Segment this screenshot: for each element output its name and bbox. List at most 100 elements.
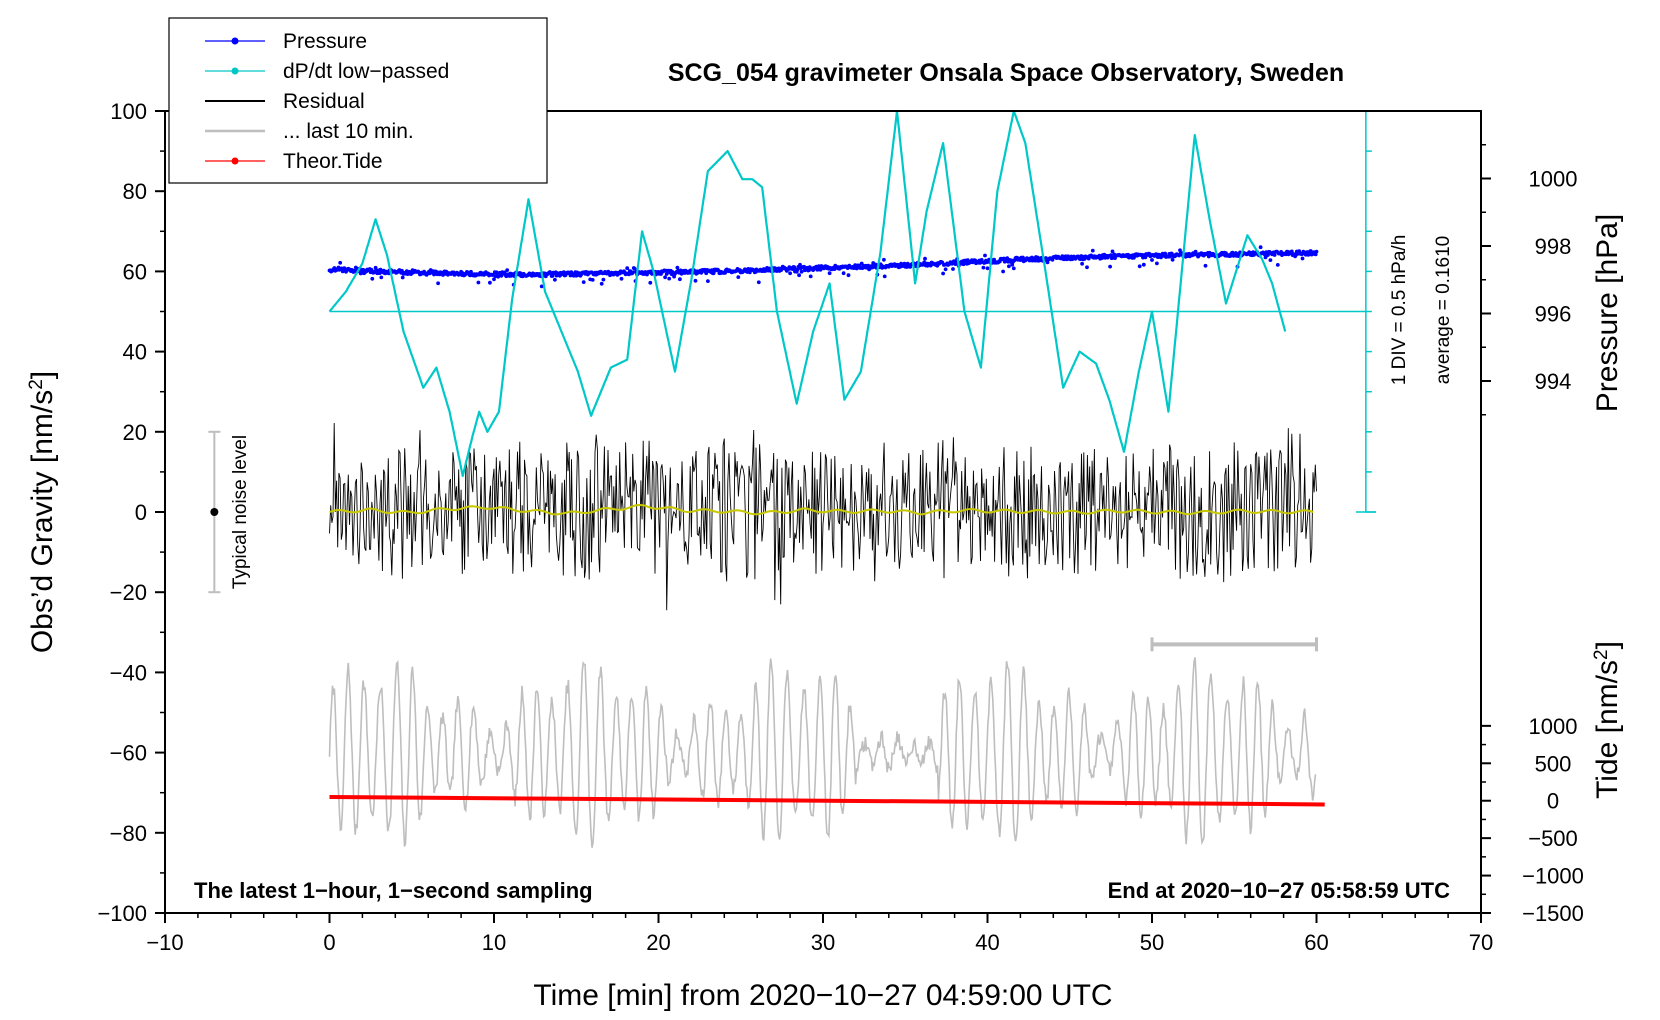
pressure-point bbox=[1150, 258, 1154, 262]
pressure-point bbox=[1109, 253, 1113, 258]
pressure-point bbox=[1275, 263, 1280, 267]
pressure-point bbox=[1314, 249, 1319, 254]
pressure-point bbox=[951, 267, 955, 271]
y-tick-label: −100 bbox=[97, 901, 147, 926]
y-tick-label: 100 bbox=[110, 99, 147, 124]
pressure-point bbox=[1170, 257, 1175, 262]
legend-label-last10: ... last 10 min. bbox=[283, 120, 414, 143]
pressure-point bbox=[675, 265, 680, 270]
pressure-point bbox=[799, 269, 804, 274]
pressure-point bbox=[1141, 262, 1146, 267]
pressure-point bbox=[943, 267, 948, 272]
pressure-point bbox=[631, 270, 635, 275]
x-tick-label: 30 bbox=[811, 930, 835, 955]
x-tick-label: 70 bbox=[1469, 930, 1493, 955]
x-tick-label: −10 bbox=[146, 930, 183, 955]
pressure-point bbox=[488, 280, 492, 285]
noise-level-bar bbox=[208, 430, 221, 594]
tide-tick-label: 500 bbox=[1535, 751, 1572, 776]
pressure-point bbox=[678, 277, 682, 282]
pressure-point bbox=[619, 276, 624, 281]
y-tick-label: 20 bbox=[123, 420, 147, 445]
pressure-point bbox=[1163, 251, 1168, 256]
dpdt-scale-label: 1 DIV = 0.5 hPa/h bbox=[1389, 235, 1410, 386]
legend-entry-pressure: Pressure bbox=[205, 30, 367, 53]
pressure-point bbox=[625, 266, 630, 271]
pressure-tick-label: 1000 bbox=[1529, 167, 1578, 192]
legend-label-dpdt: dP/dt low−passed bbox=[283, 60, 449, 83]
pressure-point bbox=[1007, 264, 1011, 269]
pressure-point bbox=[808, 274, 813, 279]
noise-level-dot bbox=[210, 508, 219, 516]
y-tick-label: 60 bbox=[123, 259, 147, 284]
pressure-point bbox=[492, 277, 496, 282]
pressure-point bbox=[693, 278, 698, 283]
pressure-point bbox=[667, 276, 672, 281]
pressure-point bbox=[704, 271, 709, 276]
pressure-point bbox=[1168, 254, 1172, 259]
pressure-point bbox=[1300, 256, 1305, 261]
pressure-point bbox=[1143, 255, 1148, 260]
footer-right: End at 2020−10−27 05:58:59 UTC bbox=[1108, 878, 1451, 903]
pressure-point bbox=[841, 271, 846, 276]
last10-bracket bbox=[1150, 637, 1318, 652]
legend-entry-last10: ... last 10 min. bbox=[205, 120, 414, 143]
pressure-point bbox=[1234, 251, 1238, 255]
tide-tick-label: −1500 bbox=[1522, 901, 1584, 926]
pressure-point bbox=[599, 281, 604, 286]
series-layer bbox=[208, 109, 1376, 848]
x-tick-label: 40 bbox=[975, 930, 999, 955]
y-tick-label: −80 bbox=[110, 821, 147, 846]
pressure-point bbox=[788, 271, 792, 276]
pressure-point bbox=[941, 271, 945, 276]
pressure-point bbox=[370, 276, 375, 281]
pressure-tick-label: 996 bbox=[1535, 302, 1572, 327]
x-tick-label: 10 bbox=[482, 930, 506, 955]
x-tick-label: 60 bbox=[1304, 930, 1328, 955]
pressure-point bbox=[1289, 249, 1294, 254]
pressure-point bbox=[663, 275, 667, 280]
pressure-point bbox=[1080, 261, 1084, 266]
pressure-point bbox=[882, 257, 886, 262]
pressure-point bbox=[518, 271, 523, 275]
pressure-point bbox=[798, 262, 802, 267]
pressure-point bbox=[985, 266, 990, 271]
tide-tick-label: 1000 bbox=[1529, 714, 1578, 739]
pressure-point bbox=[1155, 261, 1159, 266]
pressure-point bbox=[818, 267, 823, 272]
pressure-point bbox=[581, 280, 586, 284]
pressure-point bbox=[553, 277, 557, 282]
tide-tick-label: 0 bbox=[1547, 789, 1559, 814]
pressure-point bbox=[539, 284, 544, 289]
pressure-axis-title: Pressure [hPa] bbox=[1591, 214, 1624, 412]
y-tick-label: 0 bbox=[135, 500, 147, 525]
pressure-point bbox=[1258, 245, 1263, 250]
pressure-point bbox=[961, 262, 966, 267]
pressure-point bbox=[436, 281, 440, 286]
x-tick-label: 20 bbox=[646, 930, 670, 955]
pressure-point bbox=[706, 279, 710, 283]
series-last10-line bbox=[328, 657, 1317, 848]
x-tick-label: 0 bbox=[323, 930, 335, 955]
y-tick-label: −60 bbox=[110, 741, 147, 766]
pressure-point bbox=[476, 280, 481, 285]
pressure-point bbox=[882, 274, 887, 279]
legend-label-pressure: Pressure bbox=[283, 30, 367, 53]
series-dpdt-line bbox=[328, 109, 1287, 477]
footer-left: The latest 1−hour, 1−second sampling bbox=[194, 878, 593, 903]
pressure-point bbox=[632, 266, 637, 271]
pressure-point bbox=[601, 277, 606, 282]
pressure-point bbox=[379, 275, 384, 280]
pressure-point bbox=[711, 271, 716, 276]
tide-tick-label: −500 bbox=[1528, 826, 1578, 851]
pressure-point bbox=[736, 275, 741, 279]
pressure-point bbox=[1011, 266, 1016, 271]
pressure-point bbox=[369, 267, 374, 272]
pressure-point bbox=[1137, 264, 1142, 269]
x-axis-title: Time [min] from 2020−10−27 04:59:00 UTC bbox=[533, 979, 1112, 1012]
pressure-point bbox=[983, 253, 987, 258]
pressure-point bbox=[338, 260, 343, 265]
tide-axis-title: Tide [nm/s2] bbox=[1591, 641, 1625, 799]
pressure-point bbox=[1178, 248, 1182, 253]
